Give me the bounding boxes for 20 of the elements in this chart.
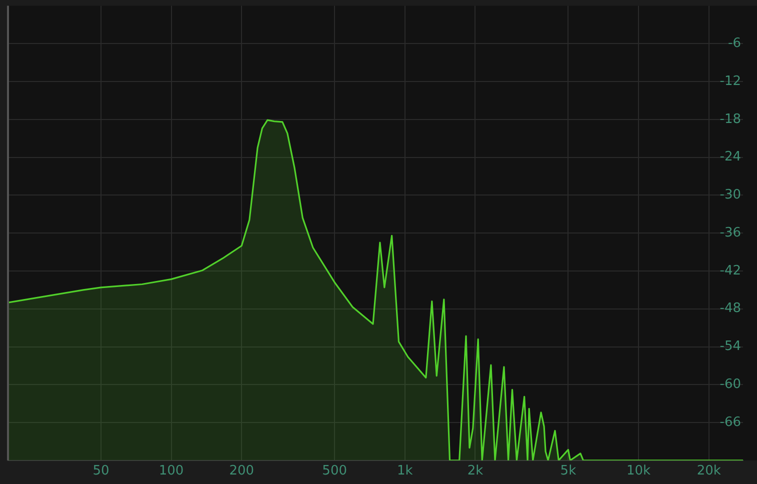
x-tick-label: 100 [158,464,184,479]
y-tick-label: -6 [728,36,741,52]
y-tick-label: -42 [720,263,741,278]
y-tick-label: -12 [720,74,741,89]
y-tick-label: -48 [720,301,741,316]
x-tick-label: 1k [397,464,414,479]
y-tick-label: -30 [720,188,741,203]
y-tick-label: -36 [720,225,741,240]
x-tick-label: 50 [92,464,110,479]
y-tick-label: -24 [720,150,741,165]
x-tick-label: 2k [467,464,484,479]
y-tick-label: -60 [720,377,741,392]
y-tick-label: -18 [720,112,741,127]
x-tick-label: 20k [696,464,722,479]
x-tick-label: 500 [322,464,347,479]
x-tick-label: 200 [229,464,254,479]
x-tick-label: 5k [560,464,577,479]
y-tick-label: -66 [720,414,741,430]
x-tick-label: 10k [626,464,652,479]
y-tick-label: -54 [720,339,741,354]
